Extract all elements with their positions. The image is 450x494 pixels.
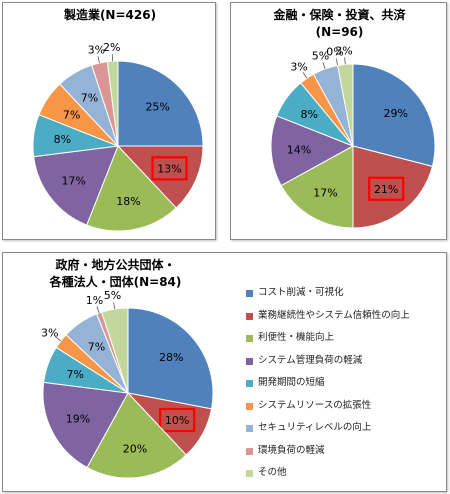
legend-label: システム管理負荷の軽減 — [258, 354, 363, 366]
leader-line — [344, 57, 346, 65]
chart-title: 金融・保険・投資、共済 — [273, 8, 406, 22]
leader-line — [96, 306, 100, 314]
legend-label: 利便性・機能向上 — [258, 332, 335, 343]
data-label: 7% — [66, 368, 83, 381]
leader-line — [335, 58, 339, 66]
data-label: 5% — [312, 50, 329, 63]
data-label: 8% — [54, 133, 71, 146]
data-label: 17% — [61, 174, 85, 187]
pie-slice — [33, 145, 119, 226]
data-label: 17% — [313, 187, 337, 200]
highlight-box — [368, 176, 405, 201]
legend-swatch — [246, 312, 253, 320]
legend-swatch — [246, 470, 253, 477]
data-label: 19% — [66, 412, 90, 425]
pie-chart-manufacturing: 25% 13% 18% 17% 8% 7%7% 3%2% — [32, 41, 204, 232]
legend-label: 環境負荷の軽減 — [258, 444, 325, 456]
data-label: 25% — [145, 100, 169, 113]
data-label: 0% — [326, 46, 343, 59]
legend-label: 開発期間の短縮 — [258, 377, 325, 388]
data-label: 29% — [384, 107, 408, 120]
chart-subtitle: (N=96) — [315, 25, 364, 39]
data-label: 1% — [86, 294, 103, 307]
data-label: 3% — [41, 326, 58, 339]
pie-slice — [86, 145, 177, 232]
legend-label: その他 — [258, 467, 287, 478]
data-label: 3% — [290, 61, 307, 74]
chart-panel-finance: 金融・保険・投資、共済 (N=96) 29% 21% 17% 14% 8% 3% 5% 0% 3… — [230, 2, 447, 240]
legend-label: セキュリティレベルの向上 — [258, 422, 372, 433]
pie-slice — [127, 307, 214, 410]
data-label: 7% — [81, 92, 98, 105]
legend-swatch — [246, 425, 253, 432]
data-label: 18% — [116, 195, 140, 208]
data-label: 2% — [103, 41, 120, 54]
pie-slice — [42, 381, 129, 469]
data-label: 10% — [165, 414, 189, 427]
leader-line — [97, 56, 100, 64]
highlight-box — [159, 407, 196, 433]
pie-slice — [280, 145, 354, 229]
data-label: 8% — [300, 108, 317, 121]
legend-swatch — [246, 380, 253, 387]
pie-chart-finance: 29%21%17%14%8%3%5%0%3% — [270, 44, 436, 229]
chart-subtitle: 各種法人・団体(N=84) — [49, 275, 182, 289]
pie-slice — [86, 392, 187, 479]
pie-slice — [352, 145, 434, 229]
data-label: 3% — [335, 44, 352, 57]
legend-label: システムリソースの拡張性 — [258, 399, 372, 411]
pie-slice — [116, 145, 204, 209]
chart-title: 政府・地方公共団体・ — [55, 258, 176, 272]
legend-swatch — [246, 290, 253, 297]
leader-line — [113, 302, 116, 310]
data-label: 20% — [123, 443, 147, 456]
pie-slice — [101, 307, 129, 394]
legend-swatch — [246, 447, 253, 455]
chart-title: 製造業(N=426) — [63, 8, 157, 22]
legend-label: コスト削減・可視化 — [258, 287, 344, 298]
leader-line — [55, 336, 62, 342]
leader-line — [322, 62, 326, 69]
pie-slice — [270, 115, 355, 187]
legend-label: 業務継続性やシステム信頼性の向上 — [258, 309, 410, 321]
data-label: 13% — [157, 162, 181, 175]
data-label: 3% — [88, 43, 105, 56]
pie-slice — [337, 63, 354, 147]
pie-chart-government: 28% 10% 20% 19% 7% 3% 7% 1% 5% — [41, 289, 214, 479]
data-label: 7% — [63, 108, 80, 121]
legend-swatch — [246, 402, 253, 410]
pie-slice — [352, 63, 436, 168]
data-label: 21% — [374, 183, 398, 196]
data-label: 5% — [104, 289, 121, 302]
legend-swatch — [246, 357, 253, 365]
highlight-box — [151, 156, 188, 181]
chart-panel-government: 政府・地方公共団体・ 各種法人・団体(N=84) 28% 10% 20% 19% 7% 3… — [2, 252, 447, 492]
data-label: 14% — [287, 143, 311, 156]
data-label: 7% — [88, 341, 105, 354]
pie-slice — [117, 60, 204, 147]
legend-swatch — [246, 335, 253, 342]
chart-panel-manufacturing: 製造業(N=426) 25% 13% 18% 17% 8% 7% 7% 3% 2% — [2, 2, 216, 240]
data-label: 28% — [159, 351, 183, 364]
leader-line — [302, 72, 308, 79]
